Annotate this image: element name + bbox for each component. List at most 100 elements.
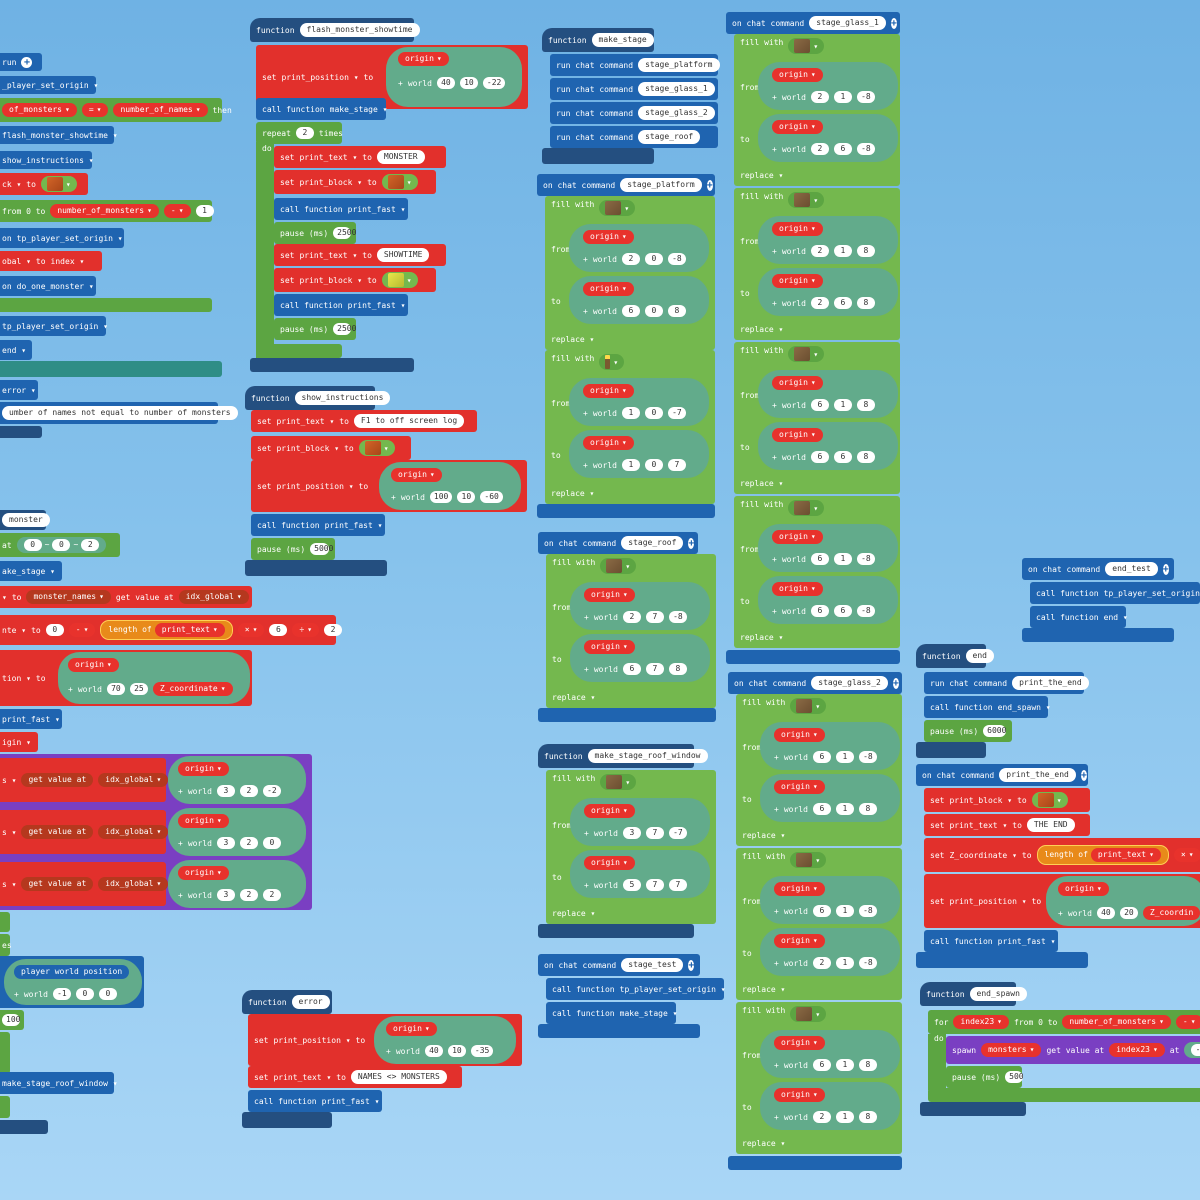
num[interactable]: 10 — [459, 77, 478, 89]
num[interactable]: -8 — [856, 553, 875, 565]
num[interactable]: 6 — [833, 297, 852, 309]
origin[interactable]: origin — [178, 814, 229, 828]
replace-row[interactable]: replace — [546, 688, 626, 706]
num[interactable]: -8 — [858, 751, 877, 763]
block-picker[interactable] — [381, 174, 418, 190]
origin[interactable]: origin — [391, 468, 442, 482]
print-block[interactable]: umber of names not equal to number of mo… — [0, 402, 238, 424]
block-picker[interactable] — [599, 354, 625, 370]
num[interactable]: 8 — [667, 305, 686, 317]
block-picker[interactable] — [788, 500, 825, 516]
fill-block[interactable]: fill with — [736, 1002, 902, 1154]
add-icon[interactable]: + — [688, 537, 695, 549]
block-picker[interactable] — [788, 38, 825, 54]
call-block[interactable]: call function print_fast — [251, 514, 385, 536]
pause-block[interactable]: pause (ms) 500 — [946, 1066, 1024, 1088]
player-pos-row[interactable]: player world position — [8, 963, 130, 981]
command[interactable]: stage_glass_1 — [809, 16, 886, 30]
num[interactable]: 2 — [239, 889, 258, 901]
world-row[interactable]: + world 3 2 0 — [172, 834, 302, 852]
origin-row[interactable]: origin — [766, 580, 886, 598]
chevron-down-icon[interactable] — [813, 42, 818, 51]
command[interactable]: stage_test — [621, 958, 684, 972]
call-block[interactable]: print_fast — [0, 709, 62, 729]
origin[interactable]: origin — [774, 780, 825, 794]
num[interactable]: 6 — [833, 605, 852, 617]
origin[interactable]: origin — [178, 762, 229, 776]
num[interactable]: 0 — [52, 539, 71, 551]
block-picker[interactable] — [790, 1006, 827, 1022]
num[interactable]: 10 — [447, 1045, 466, 1057]
num[interactable]: 2 — [810, 91, 829, 103]
num[interactable]: -8 — [858, 957, 877, 969]
num[interactable]: 8 — [856, 399, 875, 411]
num[interactable]: 6 — [810, 451, 829, 463]
world-row[interactable]: + world 1 0 -7 — [577, 404, 707, 422]
origin-row[interactable]: origin — [385, 466, 505, 484]
num[interactable]: 6 — [812, 1059, 831, 1071]
world-row[interactable]: + world 6 1 8 — [768, 800, 898, 818]
replace-mode[interactable]: replace — [552, 693, 595, 702]
num[interactable]: -2 — [262, 785, 281, 797]
num[interactable]: 1 — [621, 407, 640, 419]
pause-block[interactable]: pause (ms) 5000 — [251, 538, 335, 560]
origin-row[interactable]: origin — [578, 802, 698, 820]
command[interactable]: stage_platform — [620, 178, 702, 192]
origin[interactable]: origin — [178, 866, 229, 880]
block-picker[interactable] — [788, 192, 825, 208]
op[interactable]: × — [1173, 848, 1200, 862]
text[interactable]: SHOWTIME — [376, 248, 430, 262]
num[interactable]: 2 — [810, 297, 829, 309]
num[interactable]: 0 — [98, 988, 117, 1000]
origin[interactable]: origin — [772, 274, 823, 288]
call-block[interactable]: end — [0, 340, 32, 360]
replace-row[interactable]: replace — [734, 166, 814, 184]
fill-block[interactable]: fill with — [734, 342, 900, 494]
num[interactable]: 6 — [812, 751, 831, 763]
origin[interactable]: origin — [1058, 882, 1109, 896]
num[interactable]: 7 — [645, 611, 664, 623]
replace-row[interactable]: replace — [736, 1134, 816, 1152]
op[interactable]: ÷ — [292, 623, 320, 637]
num[interactable]: -8 — [856, 91, 875, 103]
for-block[interactable]: from 0 to number_of_monsters-1 — [0, 200, 214, 222]
text[interactable]: F1 to off screen log — [353, 414, 465, 428]
num[interactable]: 2500 — [333, 227, 356, 239]
block-picker[interactable] — [381, 272, 418, 288]
num[interactable]: 2 — [324, 624, 343, 636]
set-block[interactable]: set print_block to — [274, 170, 436, 194]
origin-row[interactable]: origin — [577, 434, 697, 452]
num[interactable]: -8 — [856, 143, 875, 155]
origin-row[interactable]: origin — [577, 280, 697, 298]
num[interactable]: 0 — [23, 539, 42, 551]
world-row[interactable]: + world 1 0 7 — [577, 456, 707, 474]
origin[interactable]: origin — [774, 728, 825, 742]
set-block[interactable]: set print_block to — [274, 268, 436, 292]
call-block[interactable]: flash_monster_showtime — [0, 126, 114, 144]
chevron-down-icon[interactable] — [407, 178, 412, 187]
num[interactable]: 6 — [833, 143, 852, 155]
origin-row[interactable]: origin — [577, 228, 697, 246]
fill-block[interactable]: fill with — [734, 188, 900, 340]
num[interactable]: 8 — [858, 803, 877, 815]
num[interactable]: 40 — [436, 77, 455, 89]
run-block[interactable]: run + — [0, 53, 42, 71]
block-picker[interactable] — [358, 440, 395, 456]
world-row[interactable]: + world 2 0 -8 — [577, 250, 707, 268]
call-block[interactable]: _player_set_origin — [0, 76, 96, 94]
text[interactable]: stage_roof — [638, 130, 701, 144]
command[interactable]: end_test — [1105, 562, 1158, 576]
num[interactable]: 2 — [239, 785, 258, 797]
chevron-down-icon[interactable] — [625, 778, 630, 787]
function-header[interactable]: function make_stage — [542, 28, 654, 52]
num[interactable]: 70 — [106, 683, 125, 695]
num[interactable]: 2 — [622, 611, 641, 623]
run-chat-command[interactable]: run chat command stage_glass_1 — [550, 78, 718, 100]
set-block[interactable]: set print_text to THE END — [924, 814, 1090, 836]
function-header[interactable]: monster — [0, 510, 50, 530]
origin[interactable]: origin — [583, 384, 634, 398]
origin[interactable]: origin — [774, 1036, 825, 1050]
origin[interactable]: origin — [774, 882, 825, 896]
fill-block[interactable]: fill with — [545, 196, 715, 350]
